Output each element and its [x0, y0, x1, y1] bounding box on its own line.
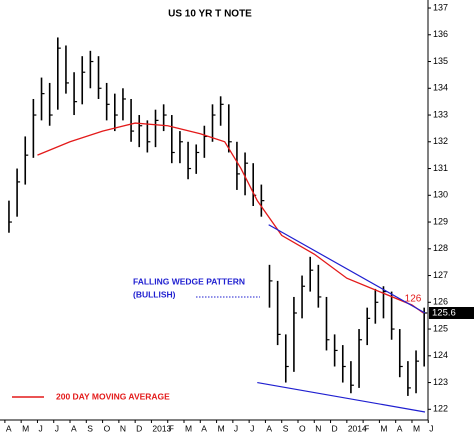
- last-price-box: [429, 306, 474, 319]
- x-tick-label: 2013: [152, 423, 171, 433]
- x-tick-label: M: [22, 423, 29, 433]
- annotation-text: FALLING WEDGE PATTERN: [133, 276, 245, 286]
- y-tick-label: 137: [433, 2, 448, 12]
- legend-label: 200 DAY MOVING AVERAGE: [56, 391, 170, 401]
- x-tick-label: O: [299, 423, 306, 433]
- moving-average-end-label: 126: [405, 294, 422, 305]
- x-tick-label: F: [169, 423, 174, 433]
- x-tick-label: A: [397, 423, 403, 433]
- y-tick-label: 126: [433, 297, 448, 307]
- x-tick-label: J: [250, 423, 254, 433]
- x-tick-label: M: [185, 423, 192, 433]
- moving-average-line: [37, 122, 424, 314]
- y-tick-label: 123: [433, 377, 448, 387]
- x-tick-label: A: [6, 423, 12, 433]
- x-tick-label: O: [104, 423, 111, 433]
- x-tick-label: J: [234, 423, 238, 433]
- y-tick-label: 128: [433, 243, 448, 253]
- x-tick-label: J: [38, 423, 42, 433]
- y-tick-label: 133: [433, 109, 448, 119]
- x-tick-label: D: [332, 423, 338, 433]
- y-tick-label: 127: [433, 270, 448, 280]
- x-tick-label: J: [55, 423, 59, 433]
- y-tick-label: 131: [433, 163, 448, 173]
- y-tick-label: 125: [433, 323, 448, 333]
- y-tick-label: 122: [433, 404, 448, 414]
- x-tick-label: S: [283, 423, 289, 433]
- x-tick-label: A: [266, 423, 272, 433]
- annotation-text: (BULLISH): [133, 289, 176, 299]
- y-tick-label: 124: [433, 350, 448, 360]
- y-tick-label: 129: [433, 216, 448, 226]
- y-tick-label: 132: [433, 136, 448, 146]
- last-price-label: 125.6: [432, 308, 456, 319]
- x-tick-label: A: [71, 423, 77, 433]
- x-tick-label: M: [218, 423, 225, 433]
- y-tick-label: 135: [433, 56, 448, 66]
- x-tick-label: D: [136, 423, 142, 433]
- x-tick-label: S: [87, 423, 93, 433]
- x-tick-label: N: [315, 423, 321, 433]
- chart-title: US 10 YR T NOTE: [168, 9, 252, 20]
- x-tick-label: M: [380, 423, 387, 433]
- y-tick-label: 134: [433, 83, 448, 93]
- y-tick-label: 136: [433, 29, 448, 39]
- trendline: [257, 381, 426, 413]
- trendline: [268, 224, 426, 314]
- x-tick-label: M: [413, 423, 420, 433]
- x-tick-label: F: [364, 423, 369, 433]
- x-tick-label: N: [120, 423, 126, 433]
- x-tick-label: A: [201, 423, 207, 433]
- y-tick-label: 130: [433, 190, 448, 200]
- x-tick-label: 2014: [348, 423, 367, 433]
- x-tick-label: J: [429, 423, 433, 433]
